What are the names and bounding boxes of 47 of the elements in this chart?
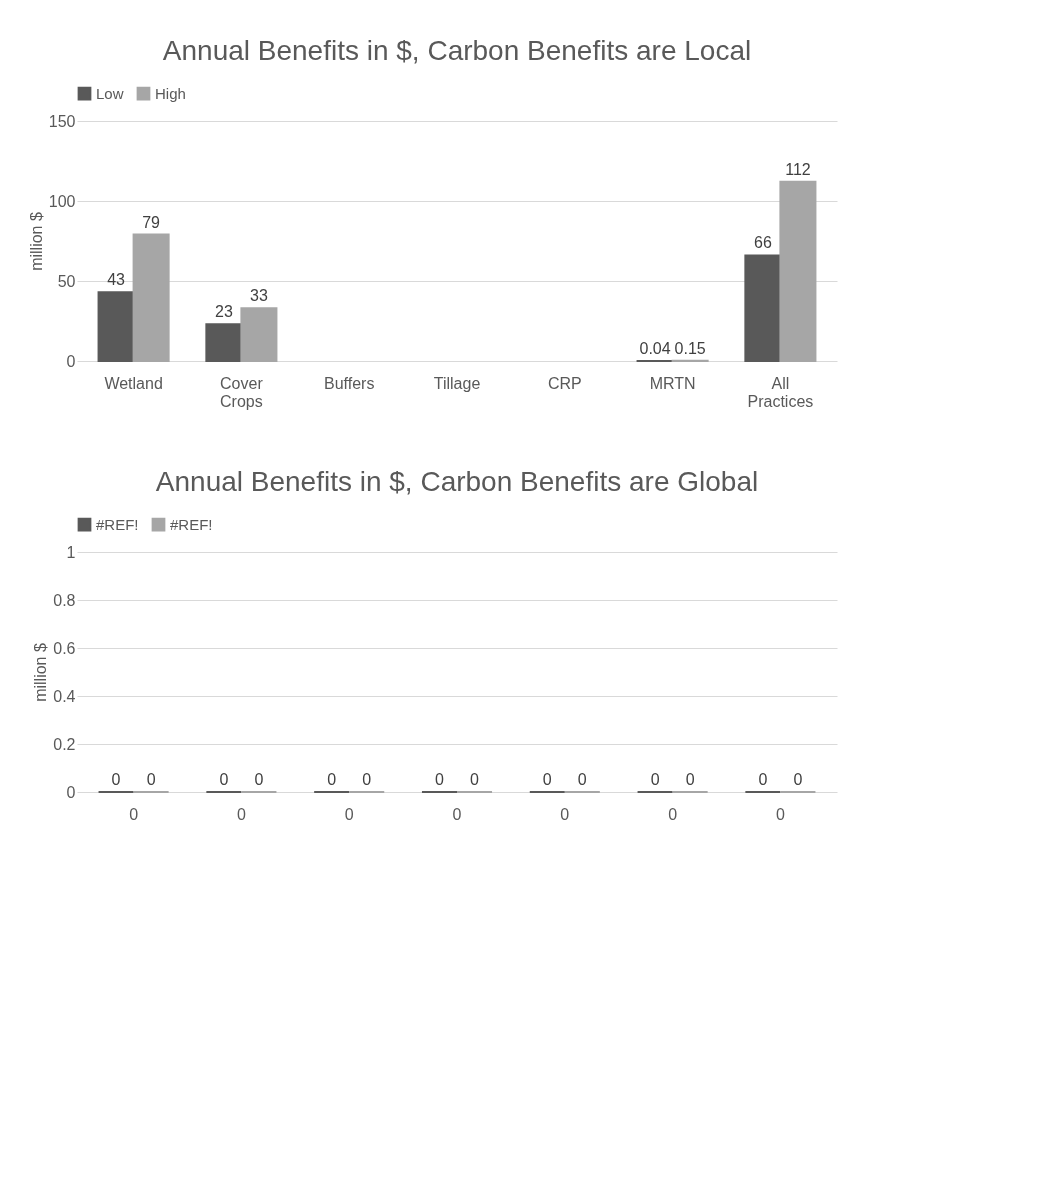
data-label: 23 [214,303,233,321]
data-label: 112 [785,160,811,178]
data-label: 0 [560,805,570,823]
x-tick-label: 0 [650,771,660,788]
x-tick-label: 0 [758,771,768,788]
y-tick-label: 100 [48,192,76,210]
legend-label: High [155,84,186,102]
y-tick-label: 150 [48,112,76,130]
data-label: 79 [142,213,161,231]
data-label: 0 [236,805,246,823]
x-tick-label: Wetland [104,374,163,392]
x-tick-label: All Practices [747,374,814,410]
x-tick-label: 0 [327,771,337,788]
data-label: 0 [129,805,139,823]
chart-title: Annual Benefits in $, Carbon Benefits are Global [155,466,759,497]
x-tick-label: 0 [542,771,552,788]
data-label: 0 [344,805,354,823]
data-label: 0 [452,805,462,823]
y-tick-label: 50 [57,272,76,290]
x-tick-label: Cover Crops [220,374,264,410]
y-tick-label: 0.8 [53,591,76,609]
y-tick-label: 0.2 [53,735,76,753]
data-label: 0.15 [674,339,706,357]
y-tick-label: 0.6 [53,639,76,657]
x-tick-label: Tillage [433,374,481,392]
data-label: 0.04 [639,339,671,357]
y-axis-title: million $ [32,643,50,702]
x-tick-label: Buffers [324,374,375,392]
legend-label: #REF! [170,515,213,533]
data-label: 0 [668,805,678,823]
y-tick-label: 0.4 [53,687,76,705]
legend-label: #REF! [96,515,139,533]
x-tick-label: CRP [547,374,582,392]
y-tick-label: 0 [66,352,76,370]
chart-title: Annual Benefits in $, Carbon Benefits are Local [162,35,752,66]
y-tick-label: 1 [66,543,76,561]
x-tick-label: MRTN [649,374,696,392]
x-tick-label: 0 [435,771,445,788]
x-tick-label: 0 [111,771,121,788]
data-label: 43 [107,271,126,289]
data-label: 33 [250,287,268,305]
y-tick-label: 0 [66,783,76,801]
data-label: 66 [753,234,772,252]
data-label: 0 [775,805,785,823]
y-axis-title: million $ [27,212,45,271]
legend-label: Low [96,84,124,102]
x-tick-label: 0 [219,771,229,788]
